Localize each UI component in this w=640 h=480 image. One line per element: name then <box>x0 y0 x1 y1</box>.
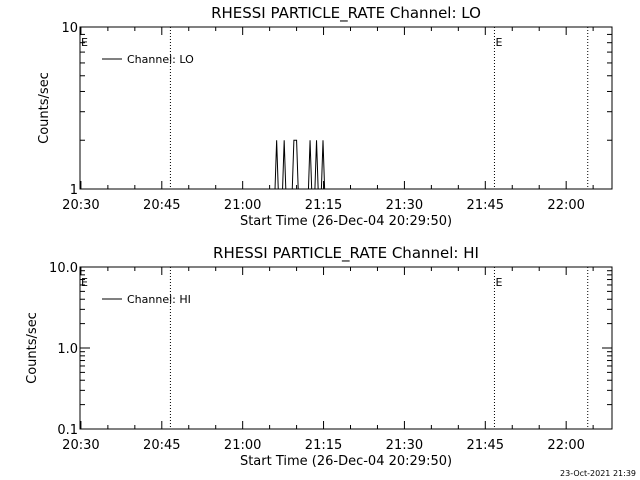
timestamp: 23-Oct-2021 21:39 <box>560 469 636 478</box>
x-tick-label: 21:15 <box>305 438 342 453</box>
chart-title: RHESSI PARTICLE_RATE Channel: LO <box>211 4 481 23</box>
x-tick-label: 21:00 <box>224 198 261 213</box>
x-tick-label: 20:30 <box>62 198 99 213</box>
y-tick-label: 1 <box>70 183 78 198</box>
x-tick-label: 21:00 <box>224 438 261 453</box>
eclipse-marker: E <box>495 276 502 289</box>
y-tick-label: 1.0 <box>57 342 78 357</box>
eclipse-marker: E <box>495 36 502 49</box>
x-tick-label: 20:30 <box>62 438 99 453</box>
x-tick-label: 21:45 <box>467 438 504 453</box>
eclipse-marker: E <box>81 36 88 49</box>
legend-label: Channel: LO <box>127 53 194 66</box>
y-tick-label: 10 <box>61 21 78 36</box>
chart-title: RHESSI PARTICLE_RATE Channel: HI <box>213 244 479 263</box>
y-axis-label: Counts/sec <box>25 312 40 384</box>
y-tick-label: 0.1 <box>57 423 78 438</box>
x-tick-label: 21:45 <box>467 198 504 213</box>
plot-frame <box>79 26 613 190</box>
x-axis-label: Start Time (26-Dec-04 20:29:50) <box>240 454 452 469</box>
x-tick-label: 22:00 <box>547 198 584 213</box>
x-tick-label: 21:15 <box>305 198 342 213</box>
chart-panel-hi: RHESSI PARTICLE_RATE Channel: HI Counts/… <box>25 244 613 469</box>
y-axis-label: Counts/sec <box>37 72 52 144</box>
x-tick-label: 20:45 <box>143 198 180 213</box>
legend-label: Channel: HI <box>127 293 191 306</box>
x-tick-label: 21:30 <box>386 438 423 453</box>
y-tick-label: 10.0 <box>49 261 78 276</box>
x-axis-label: Start Time (26-Dec-04 20:29:50) <box>240 214 452 229</box>
chart-panel-lo: RHESSI PARTICLE_RATE Channel: LO Counts/… <box>37 4 613 229</box>
x-tick-label: 22:00 <box>547 438 584 453</box>
x-tick-label: 21:30 <box>386 198 423 213</box>
x-tick-label: 20:45 <box>143 438 180 453</box>
series-line <box>80 139 612 190</box>
eclipse-marker: E <box>81 276 88 289</box>
plot-frame <box>79 266 613 430</box>
